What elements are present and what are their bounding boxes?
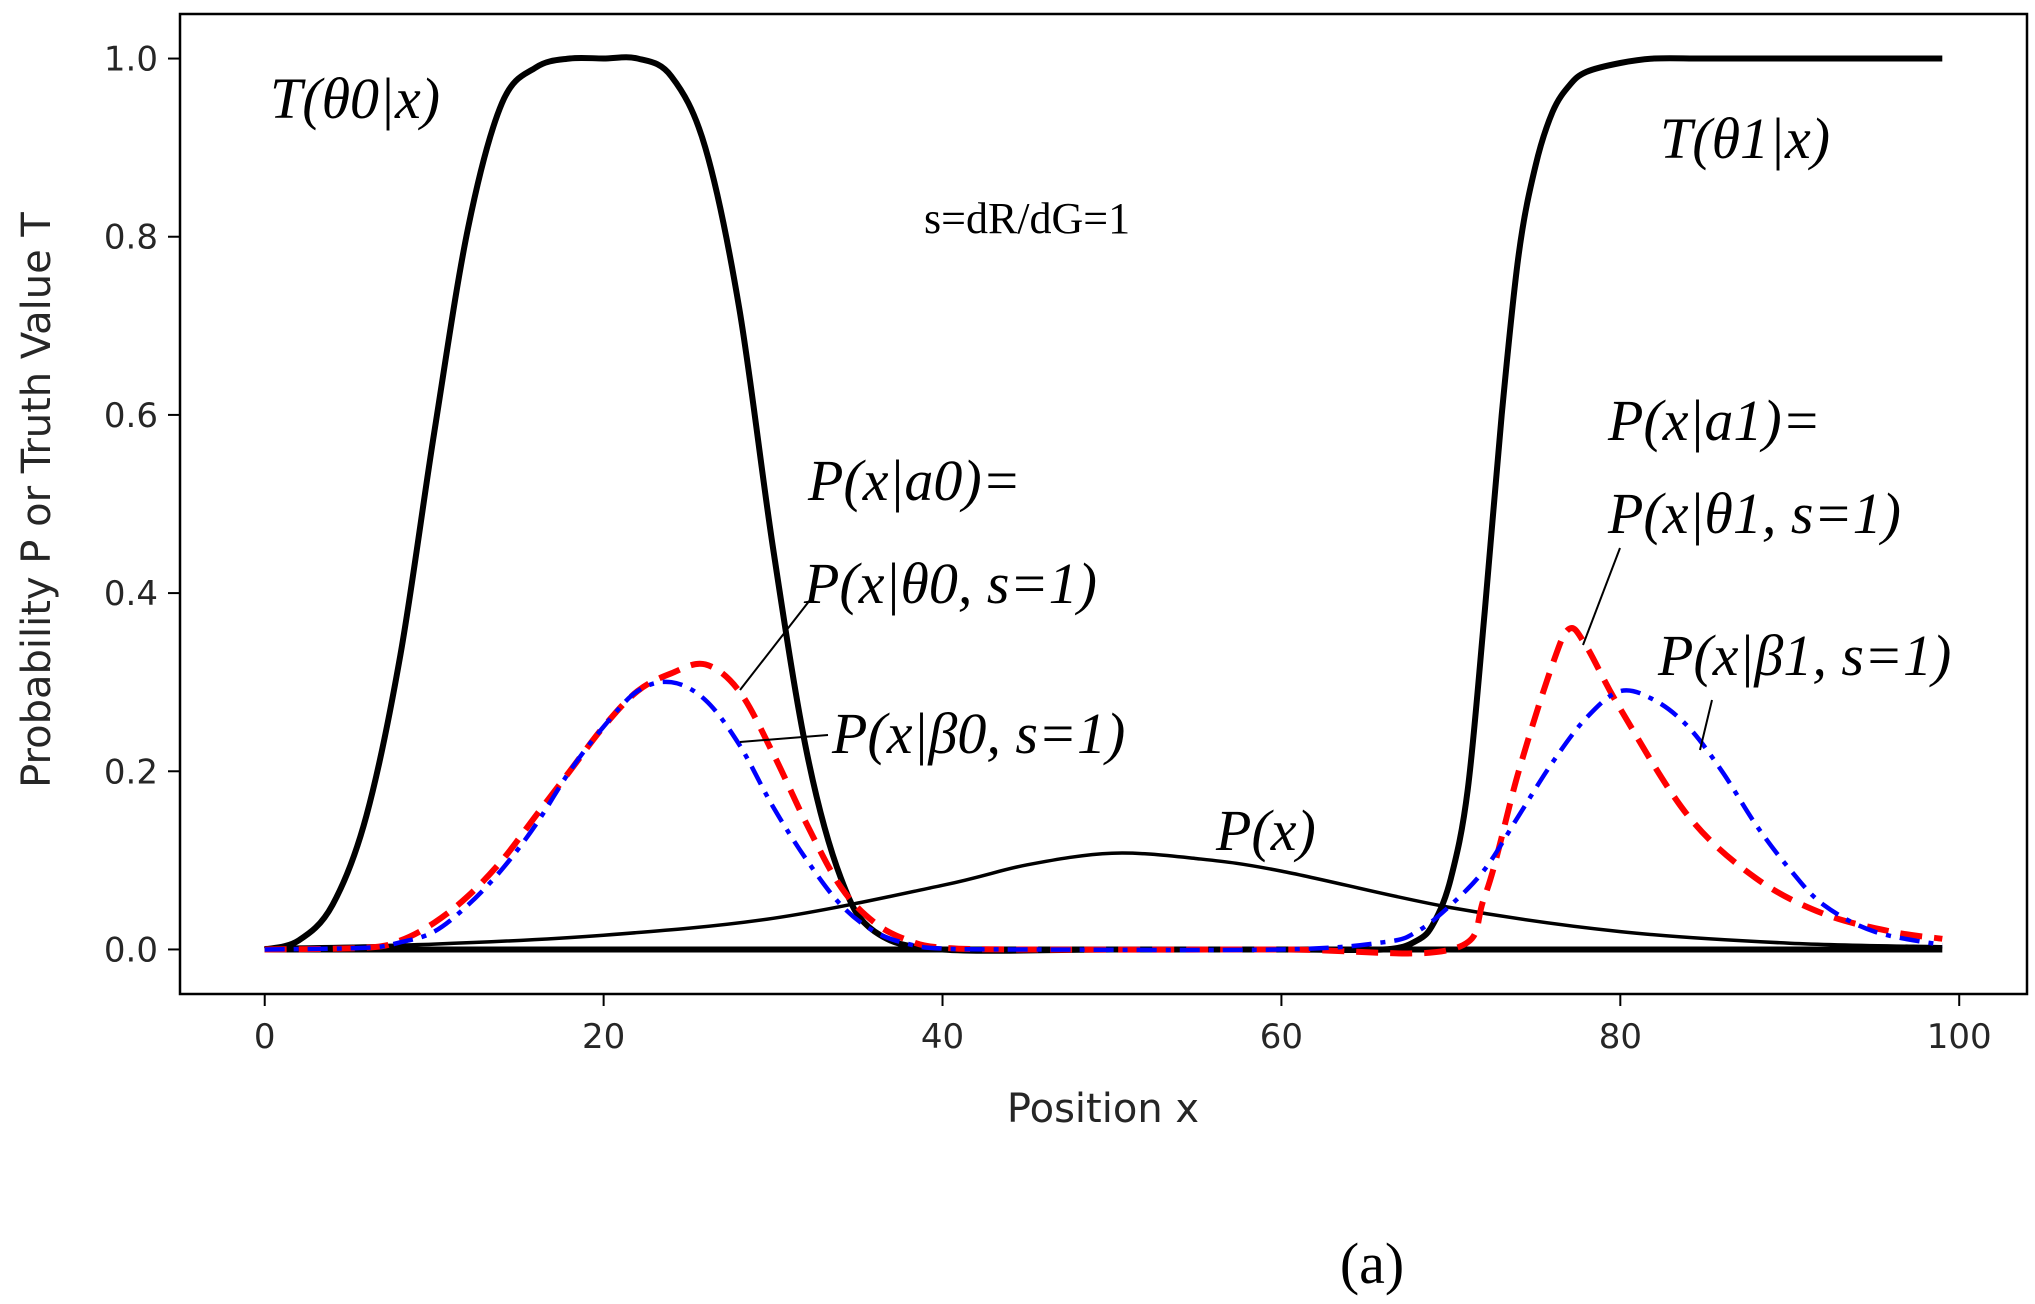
leader-beta0 <box>739 734 829 743</box>
y-tick-label: 0.8 <box>104 218 158 258</box>
annot-T-theta1: T(θ1|x) <box>1660 106 1830 171</box>
plot-frame <box>178 12 2029 996</box>
x-axis-label: Position x <box>1007 1086 1199 1132</box>
annot-P-beta1: P(x|β1, s=1) <box>1657 623 1951 688</box>
x-tick-label: 20 <box>582 1017 625 1057</box>
leader-a1 <box>1582 547 1621 646</box>
annot-s-ratio: s=dR/dG=1 <box>924 194 1130 243</box>
y-tick-label: 0.6 <box>104 396 158 436</box>
y-axis-ticks: 0.0 0.2 0.4 0.6 0.8 1.0 <box>104 40 180 970</box>
y-tick-label: 0.2 <box>104 752 158 792</box>
y-tick-label: 0.4 <box>104 574 158 614</box>
x-axis-ticks: 0 20 40 60 80 100 <box>254 994 1992 1057</box>
x-tick-label: 60 <box>1260 1017 1303 1057</box>
leader-a0 <box>739 599 811 691</box>
figure-caption: (a) <box>1340 1231 1404 1296</box>
annot-P-a1: P(x|a1)= <box>1607 388 1821 453</box>
y-axis-label: Probability P or Truth Value T <box>14 212 60 788</box>
y-tick-label: 0.0 <box>104 930 158 970</box>
series-line-3 <box>264 625 1943 957</box>
annot-P-theta1: P(x|θ1, s=1) <box>1607 481 1901 546</box>
annot-P-a0: P(x|a0)= <box>807 448 1021 513</box>
series-layer <box>263 54 1943 957</box>
leader-beta1 <box>1699 699 1713 751</box>
x-tick-label: 80 <box>1599 1017 1642 1057</box>
x-tick-label: 100 <box>1927 1017 1992 1057</box>
y-tick-label: 1.0 <box>104 40 158 80</box>
x-tick-label: 0 <box>254 1017 276 1057</box>
series-line-4 <box>264 679 1943 953</box>
annot-P-beta0: P(x|β0, s=1) <box>831 701 1125 766</box>
annot-P-theta0: P(x|θ0, s=1) <box>803 551 1097 616</box>
series-line-2 <box>264 851 1943 950</box>
x-tick-label: 40 <box>921 1017 964 1057</box>
annot-T-theta0: T(θ0|x) <box>270 66 440 131</box>
annot-P-x: P(x) <box>1215 798 1316 863</box>
